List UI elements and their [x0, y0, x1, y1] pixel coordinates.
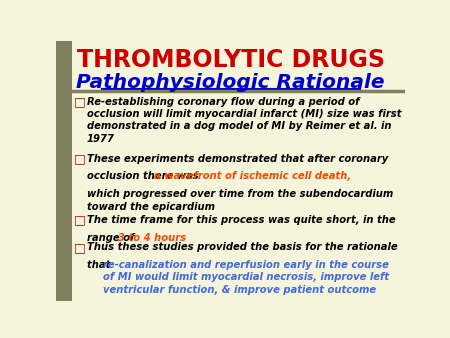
- Text: a wavefront of ischemic cell death,: a wavefront of ischemic cell death,: [154, 171, 351, 182]
- Text: occlusion there was: occlusion there was: [87, 171, 202, 182]
- Text: re-canalization and reperfusion early in the course
of MI would limit myocardial: re-canalization and reperfusion early in…: [103, 260, 389, 295]
- FancyBboxPatch shape: [56, 41, 72, 301]
- Text: □: □: [74, 152, 86, 166]
- Text: The time frame for this process was quite short, in the: The time frame for this process was quit…: [87, 215, 396, 225]
- Text: range of: range of: [87, 233, 138, 243]
- Text: THROMBOLYTIC DRUGS: THROMBOLYTIC DRUGS: [76, 48, 385, 72]
- Text: which progressed over time from the subendocardium
toward the epicardium: which progressed over time from the sube…: [87, 189, 393, 212]
- Text: 3 to 4 hours: 3 to 4 hours: [118, 233, 186, 243]
- Text: □: □: [74, 241, 86, 254]
- Text: Thus these studies provided the basis for the rationale: Thus these studies provided the basis fo…: [87, 242, 397, 252]
- Text: Pathophysiologic Rationale: Pathophysiologic Rationale: [76, 73, 385, 92]
- Text: □: □: [74, 214, 86, 227]
- Text: These experiments demonstrated that after coronary: These experiments demonstrated that afte…: [87, 154, 388, 164]
- Text: Re-establishing coronary flow during a period of
occlusion will limit myocardial: Re-establishing coronary flow during a p…: [87, 97, 401, 144]
- Text: □: □: [74, 95, 86, 108]
- Text: that: that: [87, 260, 114, 270]
